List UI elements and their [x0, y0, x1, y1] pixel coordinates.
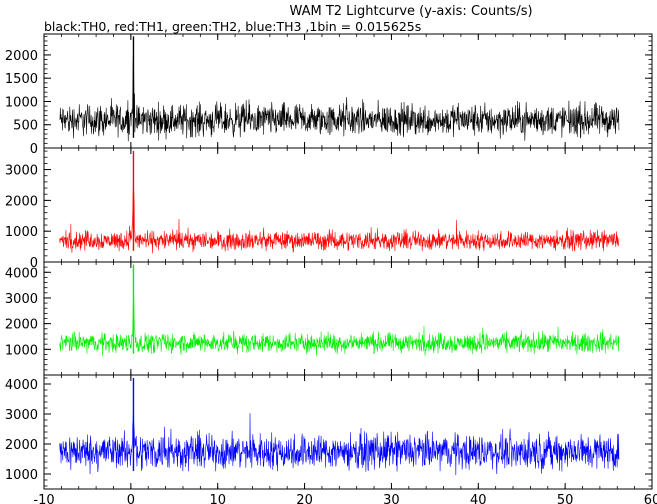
- x-tick-label: 20: [296, 493, 313, 504]
- panel-frame: [43, 261, 653, 376]
- y-tick-label: 2000: [5, 194, 38, 209]
- y-tick-label: 2000: [5, 438, 38, 453]
- x-axis: -10 0 10 20 30 40 50 60: [33, 493, 657, 504]
- x-tick-label: 0: [127, 493, 135, 504]
- x-tick-label: -10: [33, 493, 54, 504]
- series-line-th0: [59, 47, 620, 142]
- y-tick-label: 2000: [5, 318, 38, 333]
- y-tick-label: 4000: [5, 378, 38, 393]
- series-line-th1: [59, 176, 620, 254]
- y-tick-label: 1500: [5, 72, 38, 87]
- y-tick-label: 1000: [5, 225, 38, 240]
- y-tick-label: 500: [13, 119, 38, 134]
- x-tick-label: 40: [470, 493, 487, 504]
- y-tick-label: 0: [30, 256, 38, 271]
- x-tick-label: 30: [383, 493, 400, 504]
- panels-group: 0 500 1000 1500 2000 0 1000 2000 3000 1000 2000 300…: [5, 33, 653, 490]
- x-tick-label: 50: [557, 493, 574, 504]
- y-tick-label: 3000: [5, 164, 38, 179]
- y-tick-label: 1000: [5, 468, 38, 483]
- panel-th0: 0 500 1000 1500 2000: [5, 33, 653, 157]
- y-tick-label: 1000: [5, 95, 38, 110]
- panel-th1: 0 1000 2000 3000: [5, 147, 653, 271]
- chart-subtitle: black:TH0, red:TH1, green:TH2, blue:TH3 …: [44, 19, 421, 34]
- y-tick-label: 3000: [5, 408, 38, 423]
- series-line-th3: [59, 397, 620, 476]
- y-tick-label: 4000: [5, 266, 38, 281]
- x-tick-label: 10: [209, 493, 226, 504]
- series-line-th2: [59, 294, 620, 356]
- x-tick-label: 60: [644, 493, 657, 504]
- panel-th3: 1000 2000 3000 4000: [5, 374, 653, 490]
- y-tick-label: 0: [30, 142, 38, 157]
- chart-title: WAM T2 Lightcurve (y-axis: Counts/s): [289, 4, 532, 19]
- y-tick-label: 1000: [5, 343, 38, 358]
- panel-frame: [43, 374, 653, 490]
- y-tick-label: 2000: [5, 49, 38, 64]
- y-tick-label: 3000: [5, 292, 38, 307]
- panel-th2: 1000 2000 3000 4000: [5, 261, 653, 376]
